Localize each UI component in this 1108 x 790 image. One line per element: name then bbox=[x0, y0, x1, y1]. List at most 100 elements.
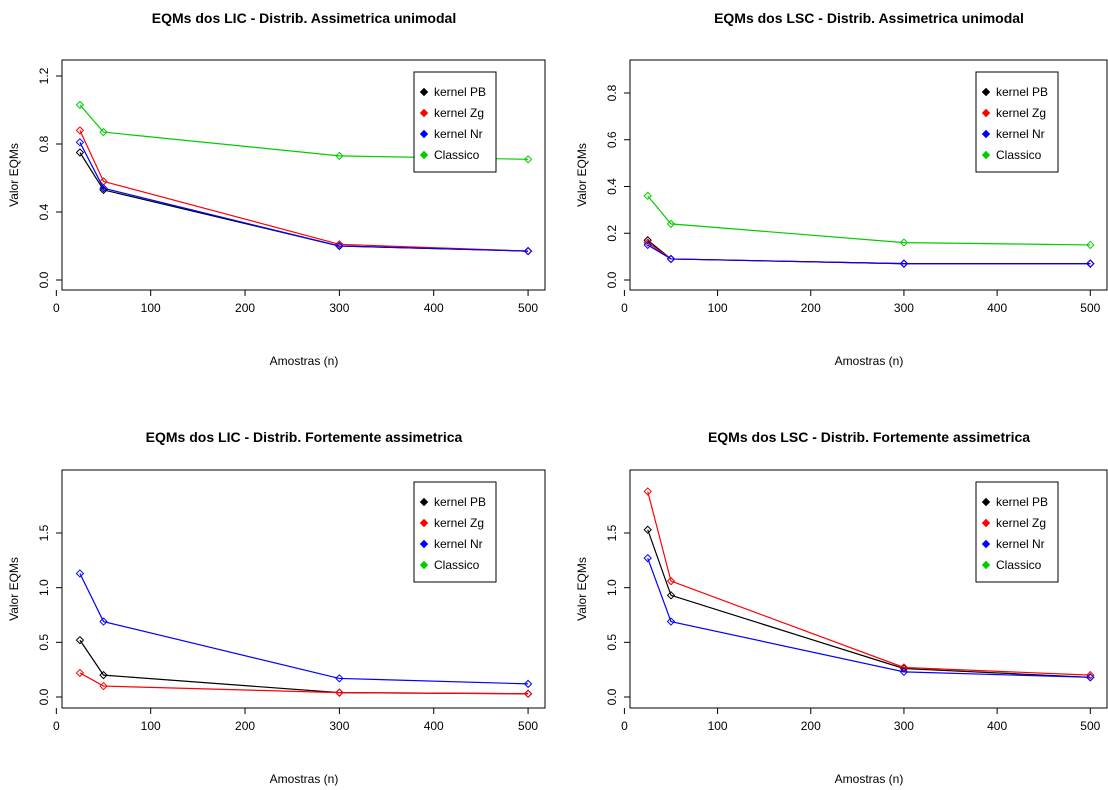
chart-panel-1: EQMs dos LIC - Distrib. Assimetrica unim… bbox=[7, 10, 546, 368]
x-tick-label: 500 bbox=[518, 301, 538, 315]
data-point bbox=[666, 219, 676, 229]
series-line-kernel-zg bbox=[647, 242, 1091, 265]
legend-entry: kernel PB bbox=[996, 85, 1048, 99]
x-axis-label: Amostras (n) bbox=[270, 772, 339, 786]
y-tick-label: 0.6 bbox=[605, 131, 619, 148]
legend-entry: kernel Zg bbox=[434, 516, 484, 530]
y-tick-label: 0.0 bbox=[605, 688, 619, 705]
y-tick-label: 0.0 bbox=[37, 271, 51, 288]
legend-marker bbox=[419, 108, 429, 118]
data-point bbox=[899, 663, 909, 672]
y-tick-label: 1.5 bbox=[37, 524, 51, 541]
x-tick-label: 400 bbox=[987, 301, 1007, 315]
y-tick-label: 1.0 bbox=[605, 579, 619, 596]
data-point bbox=[643, 191, 652, 201]
x-tick-label: 500 bbox=[1080, 719, 1100, 733]
series-line-kernel-zg bbox=[647, 491, 1091, 676]
legend-marker bbox=[419, 129, 429, 139]
y-tick-label: 0.5 bbox=[37, 634, 51, 651]
x-axis-label: Amostras (n) bbox=[835, 772, 904, 786]
x-tick-label: 100 bbox=[708, 301, 728, 315]
y-tick-label: 0.4 bbox=[605, 178, 619, 195]
legend-entry: kernel Zg bbox=[434, 106, 484, 120]
y-tick-label: 1.5 bbox=[605, 524, 619, 541]
x-axis-label: Amostras (n) bbox=[835, 354, 904, 368]
data-point bbox=[666, 617, 676, 626]
x-tick-label: 400 bbox=[987, 719, 1007, 733]
legend-marker bbox=[981, 108, 991, 118]
legend-entry: kernel Nr bbox=[434, 537, 483, 551]
y-tick-label: 0.5 bbox=[605, 634, 619, 651]
x-tick-label: 300 bbox=[894, 301, 914, 315]
legend-entry: kernel Nr bbox=[434, 127, 483, 141]
data-point bbox=[1086, 670, 1095, 680]
data-point bbox=[666, 591, 676, 600]
x-tick-label: 100 bbox=[141, 301, 161, 315]
chart-title: EQMs dos LSC - Distrib. Assimetrica unim… bbox=[714, 10, 1024, 26]
data-point bbox=[1086, 673, 1095, 682]
x-tick-label: 200 bbox=[235, 719, 255, 733]
chart-panel-2: EQMs dos LSC - Distrib. Assimetrica unim… bbox=[575, 10, 1108, 368]
x-tick-label: 300 bbox=[329, 301, 349, 315]
series-line-kernel-nr bbox=[79, 573, 529, 685]
legend-entry: kernel PB bbox=[434, 85, 486, 99]
data-point bbox=[335, 151, 344, 161]
y-tick-label: 0.8 bbox=[37, 135, 51, 152]
y-tick-label: 0.2 bbox=[605, 225, 619, 242]
x-axis-label: Amostras (n) bbox=[270, 354, 339, 368]
series-line-kernel-zg bbox=[79, 672, 529, 695]
data-point bbox=[523, 679, 533, 689]
series-line-kernel-nr bbox=[79, 142, 529, 252]
plot-frame bbox=[61, 59, 546, 291]
data-point bbox=[335, 688, 344, 697]
series-line-kernel-nr bbox=[647, 244, 1091, 265]
y-axis-label: Valor EQMs bbox=[7, 143, 21, 207]
y-tick-label: 0.0 bbox=[605, 271, 619, 288]
data-point bbox=[523, 155, 533, 164]
data-point bbox=[643, 236, 652, 245]
legend: kernel PB kernel Zg kernel Nr Classico bbox=[975, 71, 1059, 173]
legend-entry: Classico bbox=[434, 558, 480, 572]
data-point bbox=[643, 238, 652, 247]
x-tick-label: 0 bbox=[621, 719, 628, 733]
y-tick-label: 0.0 bbox=[37, 688, 51, 705]
legend-entry: Classico bbox=[434, 148, 480, 162]
data-point bbox=[1086, 240, 1095, 250]
y-axis-label: Valor EQMs bbox=[575, 143, 589, 207]
x-tick-label: 500 bbox=[1080, 301, 1100, 315]
data-point bbox=[99, 183, 108, 193]
legend: kernel PB kernel Zg kernel Nr Classico bbox=[413, 481, 497, 583]
legend-entry: kernel PB bbox=[996, 495, 1048, 509]
data-point bbox=[899, 238, 909, 247]
data-point bbox=[75, 126, 85, 135]
chart-title: EQMs dos LIC - Distrib. Assimetrica unim… bbox=[152, 10, 456, 26]
data-point bbox=[75, 100, 85, 110]
legend: kernel PB kernel Zg kernel Nr Classico bbox=[975, 481, 1059, 583]
data-point bbox=[99, 681, 108, 691]
chart-title: EQMs dos LSC - Distrib. Fortemente assim… bbox=[708, 429, 1030, 445]
data-point bbox=[643, 525, 652, 534]
x-tick-label: 0 bbox=[621, 301, 628, 315]
legend-entry: Classico bbox=[996, 558, 1042, 572]
x-tick-label: 100 bbox=[708, 719, 728, 733]
plot-frame bbox=[629, 469, 1108, 709]
series-line-kernel-pb bbox=[647, 529, 1091, 678]
data-point bbox=[1086, 259, 1095, 268]
legend: kernel PB kernel Zg kernel Nr Classico bbox=[413, 71, 497, 173]
data-point bbox=[899, 259, 909, 268]
legend-entry: kernel Nr bbox=[996, 127, 1045, 141]
legend-entry: kernel Zg bbox=[996, 106, 1046, 120]
legend-marker bbox=[981, 497, 991, 507]
legend-marker bbox=[419, 497, 429, 507]
x-tick-label: 200 bbox=[801, 719, 821, 733]
data-point bbox=[899, 667, 909, 677]
y-tick-label: 0.4 bbox=[37, 203, 51, 220]
x-tick-label: 200 bbox=[801, 301, 821, 315]
series-line-kernel-zg bbox=[79, 130, 529, 252]
y-tick-label: 1.0 bbox=[37, 579, 51, 596]
data-point bbox=[99, 127, 108, 137]
legend-marker bbox=[419, 87, 429, 97]
legend-marker bbox=[981, 129, 991, 139]
legend-marker bbox=[419, 518, 429, 528]
chart-panel-4: EQMs dos LSC - Distrib. Fortemente assim… bbox=[575, 429, 1108, 786]
